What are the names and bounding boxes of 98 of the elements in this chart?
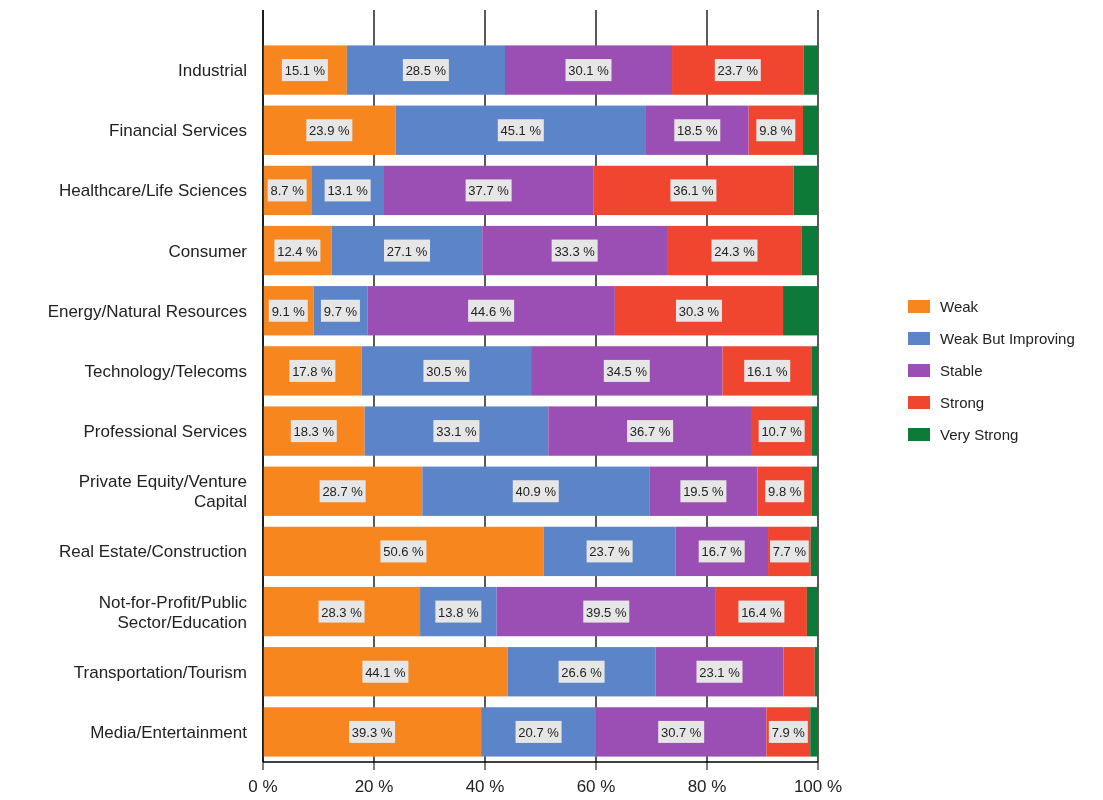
data-label: 18.3 % <box>293 424 335 440</box>
data-label: 37.7 % <box>468 183 510 199</box>
bar <box>593 165 794 216</box>
y-tick-label: Consumer <box>168 241 248 261</box>
bar <box>548 406 752 456</box>
data-label: 39.3 % <box>351 724 393 740</box>
y-tick-label: Healthcare/Life Sciences <box>58 181 247 201</box>
data-label: 9.8 % <box>768 484 802 500</box>
x-tick-label: 20 % <box>354 777 394 796</box>
data-label: 34.5 % <box>606 363 648 379</box>
bar <box>783 647 815 697</box>
bar <box>422 466 650 516</box>
bar <box>364 406 549 456</box>
data-label: 33.1 % <box>436 424 478 440</box>
y-tick-label: Media/Entertainment <box>90 722 248 742</box>
data-label: 28.5 % <box>405 63 447 79</box>
x-tick-label: 60 % <box>576 777 616 796</box>
data-label: 19.5 % <box>683 484 725 500</box>
data-label: 8.7 % <box>270 183 305 199</box>
bar <box>596 707 767 757</box>
bar <box>803 105 818 155</box>
bar <box>793 165 818 216</box>
data-label: 16.1 % <box>746 363 788 379</box>
data-label: 13.1 % <box>327 183 369 199</box>
bar <box>263 647 508 697</box>
x-tick-label: 80 % <box>687 777 727 796</box>
data-label: 7.7 % <box>772 544 807 560</box>
bar <box>496 586 716 637</box>
data-label: 23.7 % <box>589 544 631 560</box>
bar <box>614 286 784 336</box>
bar <box>531 346 723 396</box>
data-label: 15.1 % <box>284 63 326 79</box>
data-label: 26.6 % <box>561 664 603 680</box>
data-label: 9.1 % <box>271 303 306 319</box>
x-tick-label: 0 % <box>248 777 278 796</box>
data-label: 33.3 % <box>554 243 596 259</box>
data-label: 30.7 % <box>660 724 702 740</box>
bar <box>367 286 615 336</box>
bar <box>395 105 646 155</box>
y-tick-label: Transportation/Tourism <box>73 662 247 682</box>
data-label: 23.1 % <box>699 664 741 680</box>
data-label: 28.7 % <box>322 484 364 500</box>
data-label: 44.1 % <box>365 664 407 680</box>
bar <box>783 286 818 336</box>
data-label: 36.1 % <box>673 183 715 199</box>
bar <box>814 647 818 697</box>
data-label: 30.5 % <box>426 363 468 379</box>
data-label: 7.9 % <box>771 724 806 740</box>
data-label: 24.3 % <box>714 243 756 259</box>
x-tick-label: 100 % <box>793 777 843 796</box>
legend-label: Weak But Improving <box>940 330 1075 347</box>
data-label: 27.1 % <box>386 243 428 259</box>
data-label: 23.7 % <box>717 63 759 79</box>
data-label: 45.1 % <box>500 123 542 139</box>
bar <box>806 586 818 637</box>
y-tick-label: Real Estate/Construction <box>58 542 247 562</box>
data-label: 36.7 % <box>629 424 671 440</box>
y-tick-label: Technology/Telecoms <box>84 361 247 381</box>
legend-label: Very Strong <box>940 426 1019 443</box>
data-label: 16.7 % <box>701 544 743 560</box>
data-label: 44.6 % <box>470 303 512 319</box>
bar <box>811 406 818 456</box>
data-label: 12.4 % <box>277 243 319 259</box>
data-label: 39.5 % <box>586 604 627 620</box>
legend-label: Stable <box>940 362 983 379</box>
x-tick-label: 40 % <box>465 777 505 796</box>
data-label: 23.9 % <box>309 123 350 139</box>
data-label: 13.8 % <box>438 604 480 620</box>
bar <box>811 346 818 396</box>
data-label: 30.3 % <box>678 303 720 319</box>
bar <box>811 466 818 516</box>
legend-label: Strong <box>940 394 985 411</box>
data-label: 18.5 % <box>677 123 718 139</box>
data-label: 10.7 % <box>761 424 803 440</box>
data-label: 20.7 % <box>518 724 560 740</box>
bar <box>263 707 482 757</box>
data-label: 9.8 % <box>759 123 793 139</box>
bar <box>803 45 818 95</box>
bar <box>263 526 544 577</box>
data-label: 40.9 % <box>515 484 557 500</box>
data-label: 9.7 % <box>323 303 358 319</box>
data-label: 50.6 % <box>383 544 425 560</box>
y-tick-label: Industrial <box>178 61 247 81</box>
bar <box>810 526 818 577</box>
bar <box>482 225 668 276</box>
y-tick-label: Not-for-Profit/Public Sector/Education <box>98 592 248 632</box>
y-tick-label: Private Equity/Venture Capital <box>78 472 247 512</box>
y-tick-label: Professional Services <box>83 422 247 442</box>
data-label: 28.3 % <box>321 604 363 620</box>
bar <box>810 707 818 757</box>
data-label: 30.1 % <box>568 63 610 79</box>
legend-label: Weak <box>940 298 979 315</box>
y-tick-label: Energy/Natural Resources <box>47 301 247 321</box>
bar <box>801 225 818 276</box>
data-label: 17.8 % <box>292 363 334 379</box>
data-label: 16.4 % <box>741 604 783 620</box>
y-tick-label: Financial Services <box>109 121 247 141</box>
bar <box>383 165 594 216</box>
